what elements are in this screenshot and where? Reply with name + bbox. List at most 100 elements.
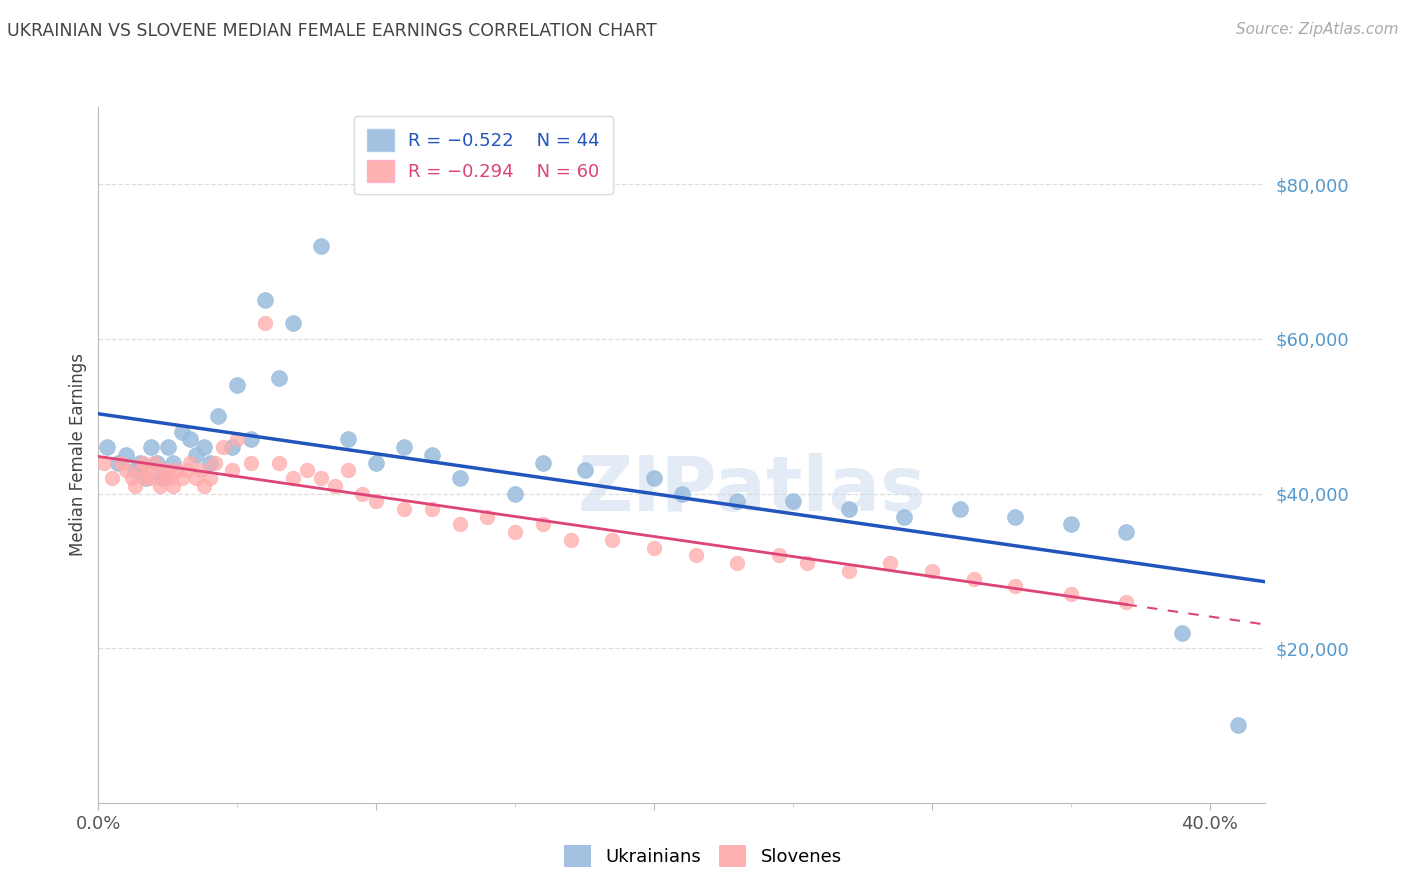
Point [190,463,212,477]
Point [685,549,707,563]
Point [121,471,143,485]
Point [179,433,201,447]
Point [135,471,157,485]
Point [165,463,187,477]
Point [226,378,249,392]
Point [212,440,235,454]
Point [240,456,263,470]
Point [838,502,860,516]
Point [110,456,132,470]
Point [1115,525,1137,540]
Point [337,433,360,447]
Point [193,479,215,493]
Text: ZIPatlas: ZIPatlas [578,453,927,526]
Point [838,564,860,578]
Text: UKRAINIAN VS SLOVENE MEDIAN FEMALE EARNINGS CORRELATION CHART: UKRAINIAN VS SLOVENE MEDIAN FEMALE EARNI… [7,22,657,40]
Point [281,471,304,485]
Point [162,479,184,493]
Point [420,448,443,462]
Point [198,456,221,470]
Point [135,471,157,485]
Point [146,456,169,470]
Point [150,471,173,485]
Point [1171,625,1194,640]
Y-axis label: Median Female Earnings: Median Female Earnings [69,353,87,557]
Point [503,525,526,540]
Point [727,556,749,570]
Point [96,440,118,454]
Point [156,440,179,454]
Point [267,456,290,470]
Point [727,494,749,508]
Legend: R = −0.522    N = 44, R = −0.294    N = 60: R = −0.522 N = 44, R = −0.294 N = 60 [354,116,613,194]
Point [337,463,360,477]
Point [921,564,943,578]
Point [124,463,146,477]
Point [162,456,184,470]
Point [198,471,221,485]
Point [1004,579,1026,593]
Point [281,317,304,331]
Point [449,471,471,485]
Point [153,471,176,485]
Point [115,463,138,477]
Point [1004,509,1026,524]
Point [1060,587,1083,601]
Point [267,370,290,384]
Point [176,463,198,477]
Point [141,471,163,485]
Point [1060,517,1083,532]
Point [221,463,243,477]
Point [101,471,124,485]
Point [150,463,173,477]
Point [129,463,152,477]
Point [671,486,693,500]
Point [141,440,163,454]
Point [782,494,804,508]
Point [93,456,115,470]
Point [1226,718,1249,732]
Point [240,433,263,447]
Point [129,456,152,470]
Point [352,486,374,500]
Point [643,541,665,555]
Point [503,486,526,500]
Point [477,509,499,524]
Point [159,471,181,485]
Point [879,556,901,570]
Point [156,463,179,477]
Point [420,502,443,516]
Point [392,440,415,454]
Point [107,456,129,470]
Point [204,456,226,470]
Point [309,239,332,253]
Point [449,517,471,532]
Point [193,440,215,454]
Point [643,471,665,485]
Point [796,556,818,570]
Point [170,425,193,439]
Point [132,456,155,470]
Point [254,317,277,331]
Point [138,463,160,477]
Point [962,572,984,586]
Point [949,502,972,516]
Point [143,456,166,470]
Point [170,471,193,485]
Point [115,448,138,462]
Point [768,549,790,563]
Point [602,533,624,547]
Point [323,479,346,493]
Point [148,479,170,493]
Point [309,471,332,485]
Point [295,463,318,477]
Point [254,293,277,308]
Point [560,533,582,547]
Legend: Ukrainians, Slovenes: Ukrainians, Slovenes [557,838,849,874]
Point [184,448,207,462]
Point [1115,595,1137,609]
Point [366,456,388,470]
Point [124,479,146,493]
Point [184,471,207,485]
Point [179,456,201,470]
